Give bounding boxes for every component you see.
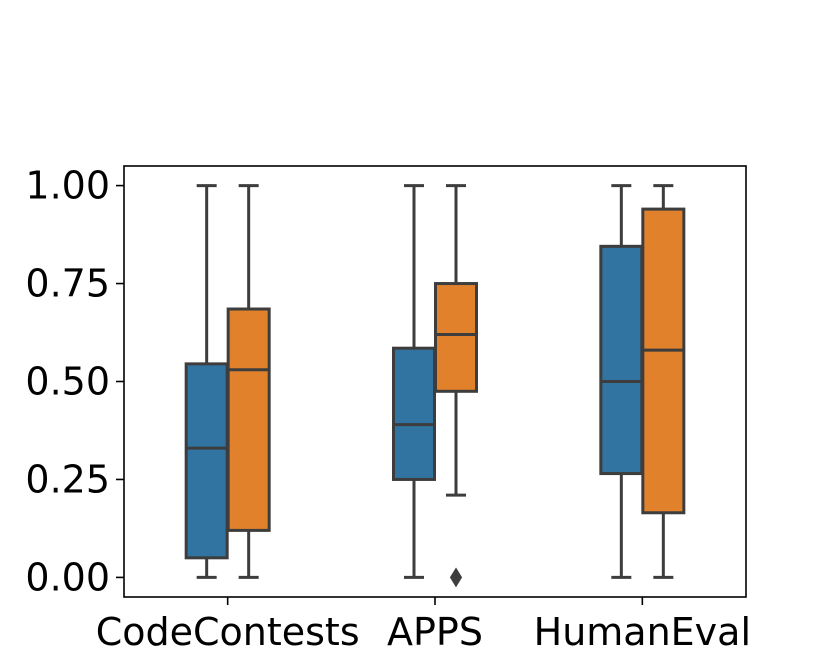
boxes-layer <box>184 184 686 588</box>
box-iqr <box>392 346 436 481</box>
box-group <box>434 184 478 588</box>
y-axis: 0.00 0.25 0.50 0.75 1.00 <box>25 164 124 599</box>
y-tick-label: 1.00 <box>25 164 110 208</box>
box-iqr <box>641 207 686 515</box>
box-iqr <box>599 244 644 476</box>
x-category-label: CodeContests <box>96 610 360 654</box>
box-group <box>184 184 229 579</box>
box-group <box>641 184 686 579</box>
box-group <box>392 184 436 579</box>
x-category-label: APPS <box>387 610 483 654</box>
x-axis: CodeContests APPS HumanEval <box>96 597 751 654</box>
box-group <box>599 184 644 579</box>
box-iqr <box>184 362 229 560</box>
box-iqr <box>434 282 478 393</box>
outlier-point <box>449 567 463 588</box>
y-tick-label: 0.75 <box>25 262 110 306</box>
y-tick-label: 0.00 <box>25 555 110 599</box>
box-iqr <box>226 307 271 532</box>
y-tick-label: 0.25 <box>25 457 110 501</box>
x-category-label: HumanEval <box>534 610 751 654</box>
y-tick-label: 0.50 <box>25 360 110 404</box>
box-group <box>226 184 271 579</box>
